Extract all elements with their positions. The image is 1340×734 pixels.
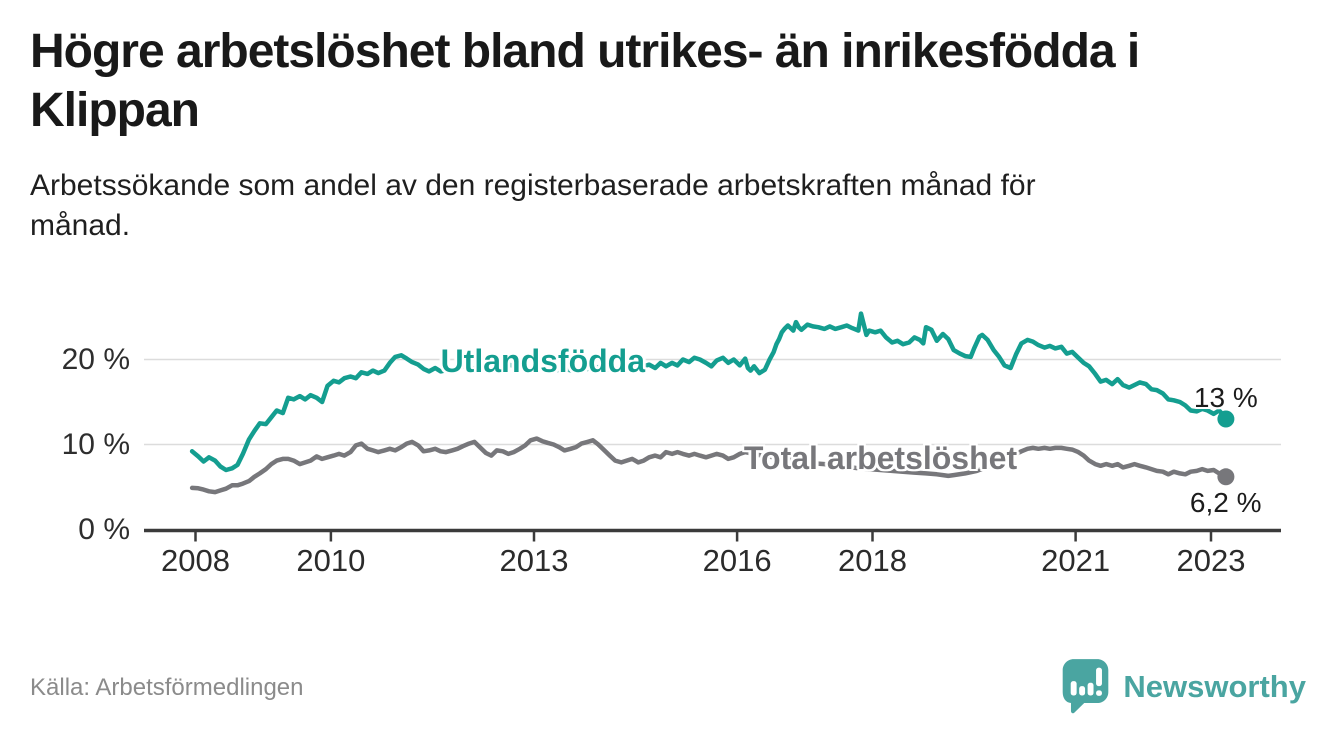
newsworthy-logo: Newsworthy [1061, 656, 1306, 718]
x-tick-label-2023: 2023 [1176, 543, 1246, 578]
chart-subtitle: Arbetssökande som andel av den registerb… [30, 166, 1036, 246]
series-endpoint-dot-total-arbetsloshet [1217, 468, 1235, 486]
series-label-total-arbetsloshet: Total arbetslöshet [743, 439, 1018, 476]
end-value-label-utlandsfodda: 13 % [1193, 382, 1258, 413]
x-tick-label-2008: 2008 [161, 543, 230, 578]
newsworthy-logo-text: Newsworthy [1123, 669, 1306, 704]
page-title: Högre arbetslöshet bland utrikes- än inr… [30, 22, 1140, 140]
source-text: Källa: Arbetsförmedlingen [30, 674, 304, 701]
x-tick-label-2018: 2018 [838, 543, 907, 578]
y-tick-label-10: 10 % [61, 427, 130, 461]
series-endpoint-dot-utlandsfodda [1217, 410, 1235, 428]
chart-subtitle-line2: månad. [30, 209, 131, 242]
y-tick-label-0: 0 % [78, 512, 130, 546]
x-tick-label-2013: 2013 [499, 543, 569, 578]
page-title-line2: Klippan [30, 84, 200, 137]
chart-subtitle-line1: Arbetssökande som andel av den registerb… [30, 169, 1036, 202]
end-value-label-total-arbetsloshet: 6,2 % [1189, 486, 1262, 518]
x-tick-label-2016: 2016 [702, 543, 772, 578]
page-title-line1: Högre arbetslöshet bland utrikes- än inr… [30, 25, 1140, 78]
x-tick-label-2010: 2010 [296, 543, 366, 578]
series-line-total-arbetsloshet [189, 436, 1229, 495]
series-label-utlandsfodda: Utlandsfödda [440, 342, 645, 379]
newsworthy-logo-icon [1063, 659, 1109, 714]
x-tick-label-2021: 2021 [1041, 543, 1111, 578]
y-tick-label-20: 20 % [61, 342, 130, 376]
series-line-utlandsfodda [189, 311, 1229, 473]
